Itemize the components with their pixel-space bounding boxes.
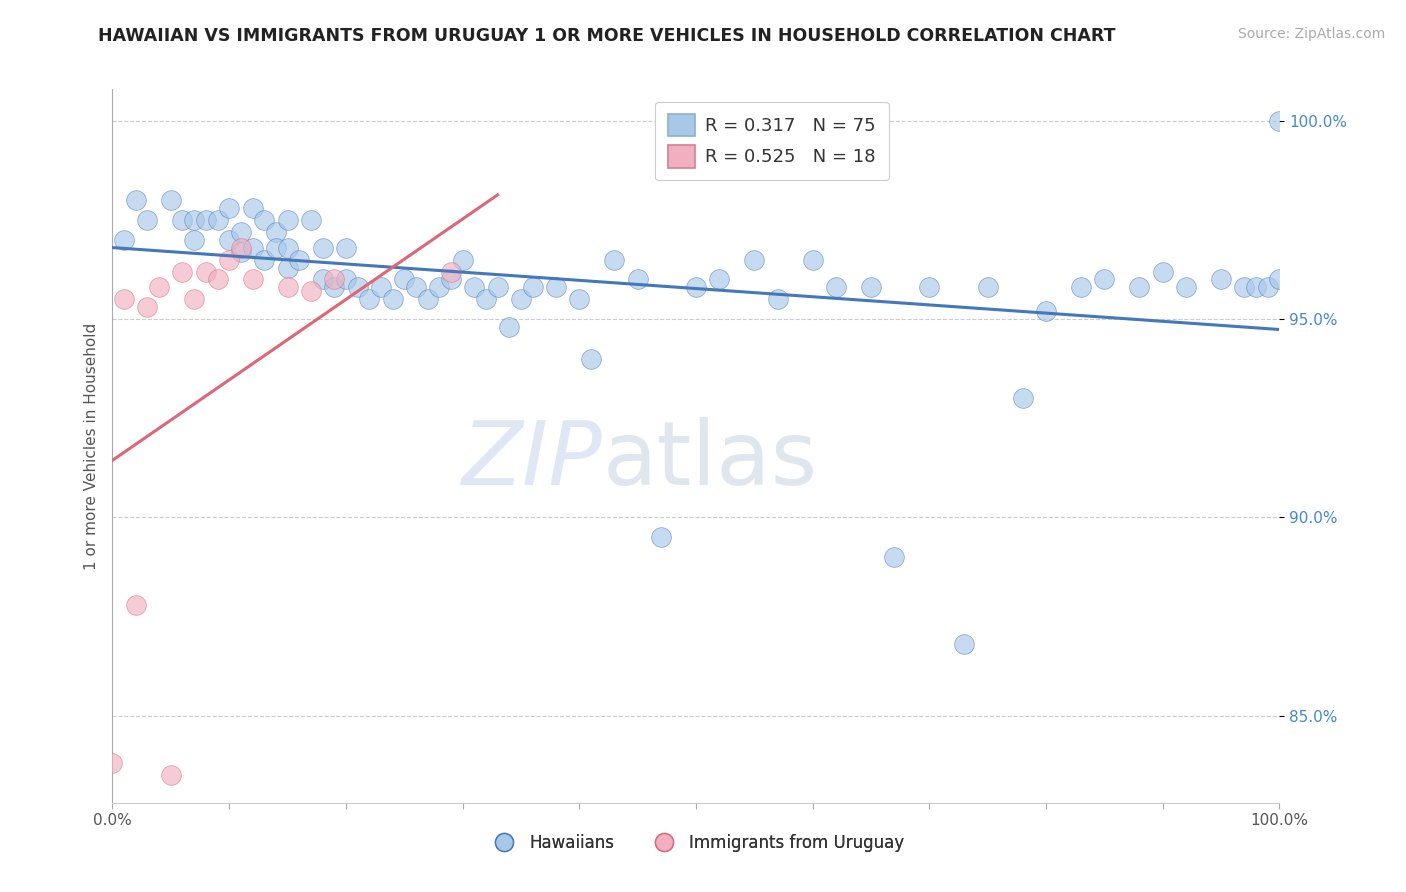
Point [183,293,205,307]
Point [311,241,333,255]
Point [1128,280,1150,294]
Point [136,300,159,314]
Point [650,530,672,544]
Point [685,280,707,294]
Point [440,264,463,278]
Point [218,252,240,267]
Point [136,213,159,227]
Point [918,280,941,294]
Point [335,272,357,286]
Point [568,293,591,307]
Point [264,241,287,255]
Point [194,213,217,227]
Point [160,193,183,207]
Point [1152,264,1174,278]
Point [218,201,240,215]
Point [522,280,544,294]
Point [381,293,404,307]
Point [264,225,287,239]
Point [976,280,998,294]
Point [242,201,264,215]
Point [1268,114,1291,128]
Point [229,225,252,239]
Point [276,241,298,255]
Point [359,293,381,307]
Point [242,272,264,286]
Text: HAWAIIAN VS IMMIGRANTS FROM URUGUAY 1 OR MORE VEHICLES IN HOUSEHOLD CORRELATION : HAWAIIAN VS IMMIGRANTS FROM URUGUAY 1 OR… [98,27,1116,45]
Point [1233,280,1256,294]
Point [229,241,252,255]
Point [125,598,148,612]
Point [323,280,346,294]
Point [335,241,357,255]
Point [194,264,217,278]
Point [1094,272,1116,286]
Point [323,272,346,286]
Point [416,293,439,307]
Point [207,213,229,227]
Point [825,280,848,294]
Point [172,264,194,278]
Point [475,293,498,307]
Point [883,549,905,564]
Y-axis label: 1 or more Vehicles in Household: 1 or more Vehicles in Household [83,322,98,570]
Point [299,285,322,299]
Text: atlas: atlas [603,417,818,504]
Point [1268,272,1291,286]
Point [253,252,276,267]
Point [1011,392,1033,406]
Point [627,272,650,286]
Text: Source: ZipAtlas.com: Source: ZipAtlas.com [1237,27,1385,41]
Point [394,272,416,286]
Point [218,233,240,247]
Point [579,351,602,366]
Point [1175,280,1198,294]
Point [1070,280,1092,294]
Point [207,272,229,286]
Point [766,293,789,307]
Point [744,252,766,267]
Point [125,193,148,207]
Point [346,280,368,294]
Point [451,252,474,267]
Point [112,233,135,247]
Point [509,293,531,307]
Point [1035,304,1057,318]
Point [311,272,333,286]
Point [276,260,298,275]
Point [370,280,392,294]
Point [160,768,183,782]
Point [1257,280,1279,294]
Point [112,293,135,307]
Point [405,280,427,294]
Point [101,756,124,771]
Point [288,252,311,267]
Point [801,252,824,267]
Point [229,244,252,259]
Point [953,637,976,651]
Point [544,280,567,294]
Point [603,252,626,267]
Point [264,820,287,834]
Point [463,280,485,294]
Point [427,280,450,294]
Point [183,213,205,227]
Point [276,280,298,294]
Point [1209,272,1232,286]
Point [1244,280,1267,294]
Point [242,241,264,255]
Point [253,213,276,227]
Point [709,272,731,286]
Legend: Hawaiians, Immigrants from Uruguay: Hawaiians, Immigrants from Uruguay [481,828,911,859]
Text: ZIP: ZIP [461,417,603,503]
Point [276,213,298,227]
Point [498,320,520,334]
Point [148,280,170,294]
Point [299,213,322,227]
Point [860,280,883,294]
Point [172,213,194,227]
Point [486,280,509,294]
Point [440,272,463,286]
Point [183,233,205,247]
